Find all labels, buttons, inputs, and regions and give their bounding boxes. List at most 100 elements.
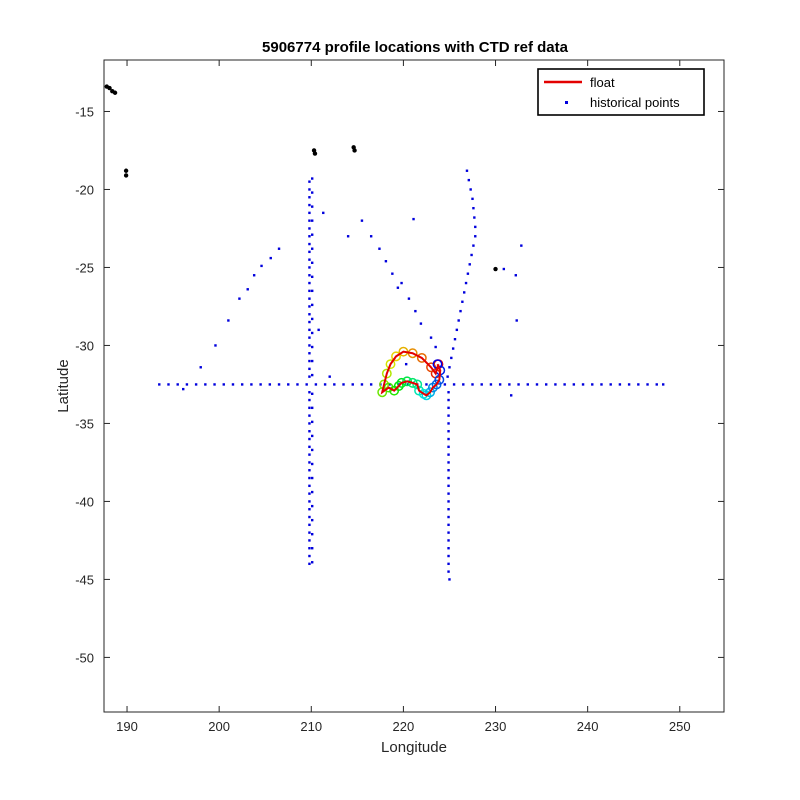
historical-point [182,387,185,391]
historical-point [447,515,450,519]
coastline-point [107,85,112,91]
historical-point [308,313,311,316]
historical-point [311,392,314,395]
historical-point [404,362,408,366]
historical-point [311,261,314,264]
legend-historical-swatch [565,101,568,104]
historical-point [308,398,311,402]
historical-point [311,434,314,438]
historical-point [526,383,529,386]
historical-point [277,247,281,250]
historical-point [308,523,311,527]
historical-point [311,191,314,194]
historical-point [308,328,311,332]
historical-point [308,500,311,503]
historical-point [447,570,450,573]
historical-point [467,178,471,182]
historical-point [472,206,475,210]
historical-point [470,253,473,257]
historical-point [360,219,364,222]
historical-point [311,518,314,522]
historical-point [185,383,189,386]
x-tick-label: 240 [577,719,599,734]
float-profile-marker [391,351,401,362]
historical-point [308,562,311,566]
historical-point [308,235,311,238]
historical-point [447,547,450,550]
float-profile-marker [393,381,404,391]
historical-point [434,345,437,349]
historical-point [311,420,314,424]
historical-point [447,469,450,472]
x-tick-label: 210 [300,719,322,734]
historical-point [308,422,311,425]
float-profile-marker [407,377,418,388]
historical-point [661,383,665,386]
y-axis-label: Latitude [55,359,72,412]
historical-point [581,383,585,386]
historical-point [646,383,649,386]
legend-historical-label: historical points [590,95,680,110]
historical-point [514,274,517,277]
historical-point [240,383,244,386]
historical-point [311,275,314,279]
historical-point [466,272,470,275]
historical-point [311,504,314,508]
historical-point [308,508,311,511]
historical-point [443,383,447,386]
historical-point [425,383,428,386]
historical-point [447,554,450,558]
historical-point [369,235,373,238]
historical-point [448,578,451,581]
historical-point [308,320,311,324]
historical-point [213,383,216,386]
historical-point [464,281,468,285]
x-tick-label: 220 [393,719,415,734]
historical-point [448,366,451,369]
historical-point [447,453,450,456]
historical-point [457,319,460,322]
historical-point [544,383,548,386]
coastline-point [352,148,357,153]
x-axis-label: Longitude [381,739,447,756]
y-tick-label: -15 [75,104,94,119]
historical-point [268,383,272,386]
x-tick-label: 230 [485,719,507,734]
historical-point [260,264,263,268]
coastline-point [123,173,129,178]
historical-point [252,274,256,277]
historical-point [308,344,311,347]
historical-point [176,383,179,386]
historical-point [414,309,417,313]
historical-point [308,188,311,191]
historical-point [489,383,493,386]
historical-point [407,297,411,300]
historical-point [447,476,450,480]
historical-point [305,383,308,386]
historical-point [311,448,314,452]
historical-point [311,219,314,222]
historical-point [600,383,603,386]
historical-point [308,281,311,285]
historical-point [453,338,457,341]
historical-point [158,383,161,386]
x-tick-label: 200 [208,719,230,734]
historical-point [311,331,314,335]
historical-point [446,375,449,378]
historical-point [480,383,483,386]
y-tick-label: -45 [75,572,94,587]
legend-float-label: float [590,75,615,90]
historical-point [447,484,450,488]
historical-point [655,383,658,386]
float-profile-marker [402,376,413,387]
historical-point [447,445,450,449]
historical-point [515,319,518,322]
historical-point [450,356,453,360]
historical-point [311,359,314,363]
historical-point [447,406,450,410]
historical-point [400,281,403,285]
historical-point [474,225,477,229]
historical-point [609,383,612,386]
historical-point [508,383,511,386]
